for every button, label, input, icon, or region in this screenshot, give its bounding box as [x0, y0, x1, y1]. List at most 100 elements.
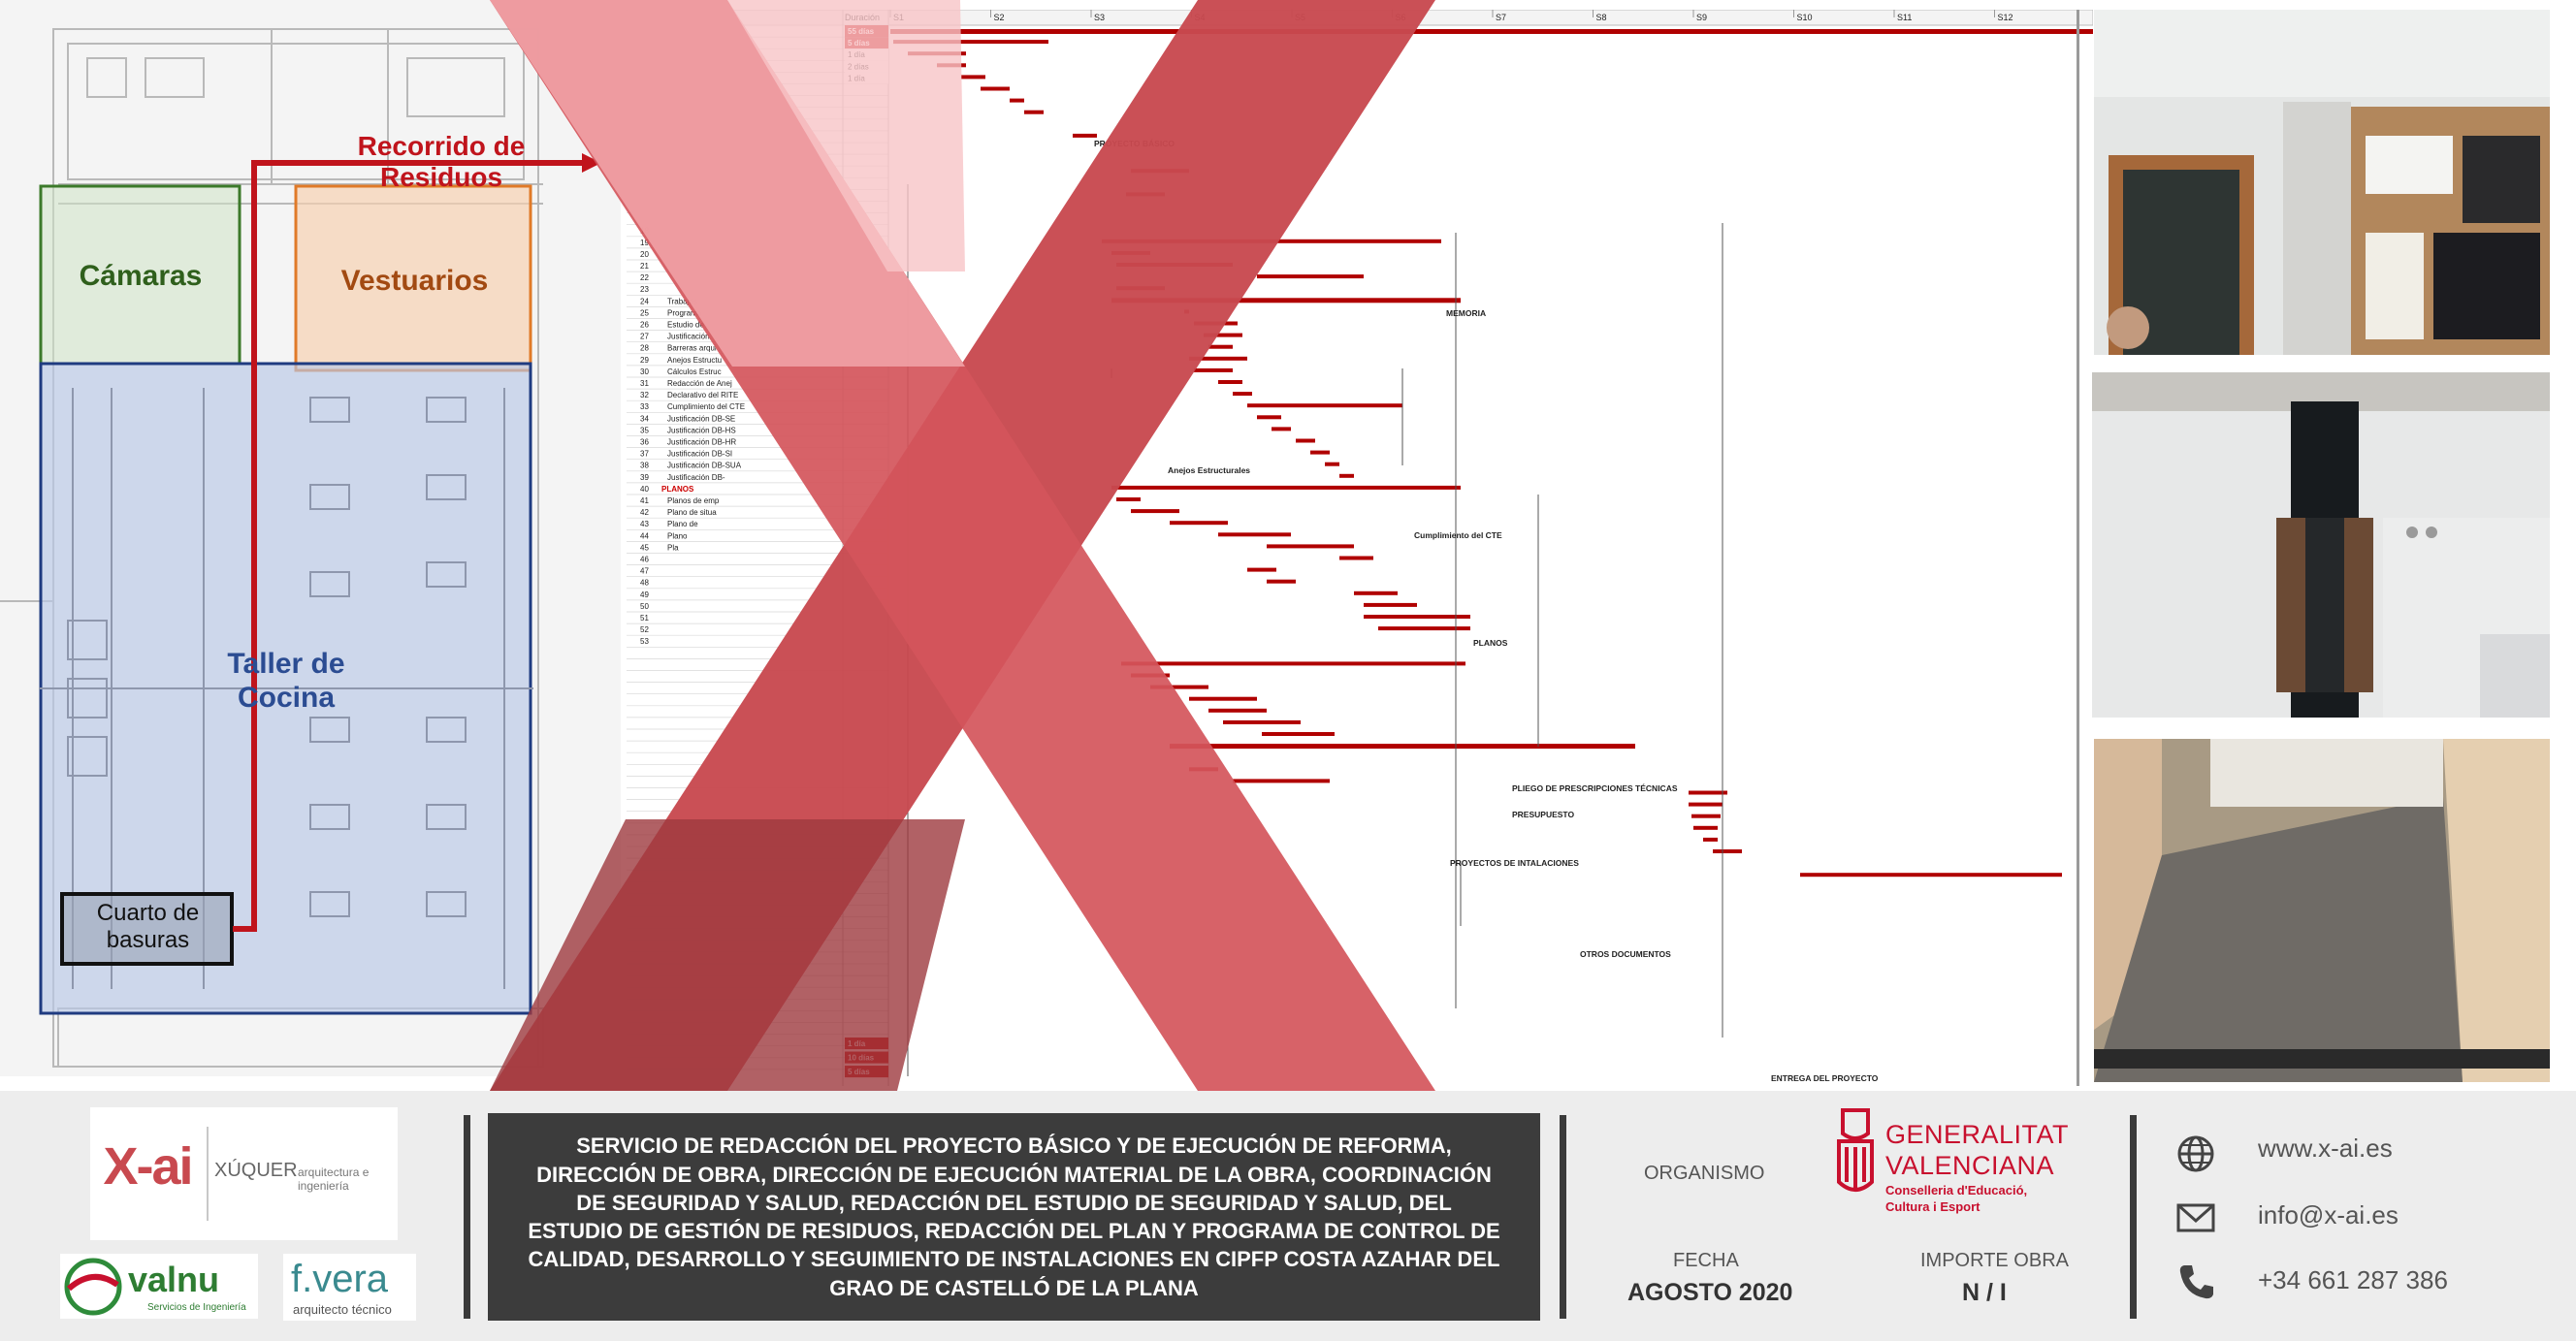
gantt-task-bar	[1121, 661, 1465, 666]
gantt-row-number: 30	[640, 367, 649, 376]
gantt-task-bar	[1189, 696, 1257, 701]
gantt-row-number: 42	[640, 508, 649, 517]
gantt-task-label: Planos de emp	[667, 496, 720, 505]
gantt-duration-label: 5 días	[848, 1068, 870, 1076]
gantt-row-number: 48	[640, 579, 649, 588]
gantt-row-number: 49	[640, 591, 649, 599]
photo-cabinet-wall	[2094, 10, 2550, 355]
gantt-task-bar	[908, 51, 966, 56]
gantt-row-number: 32	[640, 391, 649, 399]
photo-opened-wall	[2092, 372, 2550, 718]
gantt-week-label: S9	[1696, 13, 1707, 22]
gantt-task-label: Trabajos	[667, 297, 697, 305]
gantt-week-label: S6	[1396, 13, 1406, 22]
gantt-annotation: ENTREGA DEL PROYECTO	[1771, 1073, 1879, 1083]
gantt-task-bar	[1189, 356, 1247, 361]
gantt-task-bar	[1102, 239, 1441, 243]
gantt-task-bar	[1354, 591, 1398, 595]
website-link[interactable]: www.x-ai.es	[2258, 1133, 2393, 1163]
gantt-duration-label: 1 día	[848, 50, 865, 59]
gantt-task-bar	[1247, 403, 1402, 408]
gantt-task-bar	[1272, 427, 1291, 431]
floor-plan: Recorrido de Residuos Cámaras Vestuarios…	[0, 0, 621, 1076]
gantt-task-bar	[1703, 837, 1718, 842]
xuquer-logo-subtitle: arquitectura e ingeniería	[298, 1165, 370, 1193]
gantt-task-bar	[1233, 779, 1330, 783]
gantt-task-bar	[1689, 790, 1727, 795]
gantt-task-bar	[1116, 286, 1165, 291]
valnu-logo-name: valnu	[128, 1260, 220, 1299]
gantt-row-number: 47	[640, 567, 649, 576]
gantt-duration-label: 10 días	[848, 1054, 875, 1063]
gantt-task-label: Programa	[667, 308, 702, 317]
gantt-chart: Duración S1 S2 S3 S4 S5 S6 S7 S8 S9 S10 S11 S12 18 19 2…	[627, 10, 2093, 1086]
gantt-task-bar	[1693, 825, 1718, 830]
gantt-task-label: Justificación DB-	[667, 473, 725, 482]
gantt-task-label: Barreras arqui	[667, 344, 717, 353]
gantt-row-number: 22	[640, 273, 649, 282]
gantt-task-bar	[1262, 732, 1335, 736]
xai-xuquer-logo: X-ai XÚQUER arquitectura e ingeniería	[90, 1107, 398, 1240]
gantt-task-label: Justificación DB-SE	[667, 414, 735, 423]
gantt-row-number: 53	[640, 637, 649, 646]
gantt-task-bar	[1150, 685, 1208, 689]
gantt-week-label: S1	[893, 13, 904, 22]
globe-icon	[2177, 1135, 2214, 1172]
gantt-task-bar	[1233, 392, 1252, 397]
gantt-row-number: 52	[640, 625, 649, 634]
gantt-row-number: 27	[640, 333, 649, 341]
gantt-task-bar	[1131, 673, 1170, 678]
valnu-logo-subtitle: Servicios de Ingeniería	[147, 1302, 246, 1313]
email-link[interactable]: info@x-ai.es	[2258, 1200, 2399, 1229]
gantt-task-bar	[981, 86, 1010, 91]
gantt-row-number: 38	[640, 462, 649, 470]
gantt-task-bar	[1010, 98, 1024, 103]
gva-name-line2: VALENCIANA	[1885, 1151, 2055, 1180]
gantt-annotation: PLANOS	[1473, 638, 1508, 648]
gantt-week-label: S8	[1596, 13, 1607, 22]
fvera-logo: f.vera arquitecto técnico	[283, 1254, 416, 1321]
gantt-summary-bar	[890, 29, 2093, 34]
gantt-task-bar	[1116, 263, 1233, 267]
gantt-row-number: 40	[640, 485, 649, 494]
gantt-drawing: Duración S1 S2 S3 S4 S5 S6 S7 S8 S9 S10 S11 S12 18 19 2…	[627, 10, 2093, 1086]
gantt-task-bar	[1325, 462, 1339, 466]
gantt-task-bar	[1131, 169, 1189, 174]
gantt-row-number: 31	[640, 379, 649, 388]
gantt-task-bar	[1218, 532, 1291, 537]
gantt-row-number: 45	[640, 543, 649, 552]
gantt-annotation: PROYECTOS DE INTALACIONES	[1450, 858, 1579, 868]
fvera-logo-subtitle: arquitecto técnico	[293, 1302, 392, 1317]
gantt-duration-label: 5 días	[848, 39, 870, 48]
trash-room-label: Cuarto de basuras	[96, 900, 200, 953]
gantt-annotation: PRESUPUESTO	[1512, 810, 1574, 819]
gva-dept-line2: Cultura i Esport	[1885, 1199, 1980, 1214]
gantt-task-label: Plano de situa	[667, 508, 717, 517]
lockers-label: Vestuarios	[340, 265, 489, 297]
gantt-task-bar	[1111, 250, 1150, 255]
gantt-row-number: 29	[640, 356, 649, 365]
gantt-week-label: S11	[1897, 13, 1912, 22]
gantt-row-number: 46	[640, 556, 649, 564]
gantt-week-label: S4	[1195, 13, 1206, 22]
gantt-task-bar	[1170, 521, 1228, 526]
kitchen-label: Taller de Cocina	[227, 648, 345, 714]
gantt-task-label: Redacción de Anej	[667, 379, 732, 388]
xai-logo-text: X-ai	[103, 1137, 193, 1196]
gantt-row-number: 35	[640, 426, 649, 434]
gantt-task-bar	[1194, 321, 1238, 326]
gantt-task-label: Anejos Estructu	[667, 356, 722, 365]
gantt-task-bar	[1339, 473, 1354, 478]
gantt-task-bar	[1208, 708, 1267, 713]
footer-divider-3	[2130, 1115, 2137, 1319]
gantt-task-bar	[1116, 497, 1141, 501]
gantt-row-number: 36	[640, 438, 649, 447]
amount-value: N / I	[1962, 1279, 2007, 1306]
gantt-duration-label: 1 día	[848, 74, 865, 82]
gantt-task-bar	[1073, 133, 1097, 138]
gantt-task-bar	[1184, 309, 1189, 314]
phone-link[interactable]: +34 661 287 386	[2258, 1265, 2448, 1294]
gantt-task-label: Plano de	[667, 520, 698, 528]
gantt-task-label: Justificación DB-SUA	[667, 462, 742, 470]
fvera-logo-name: f.vera	[291, 1258, 389, 1300]
